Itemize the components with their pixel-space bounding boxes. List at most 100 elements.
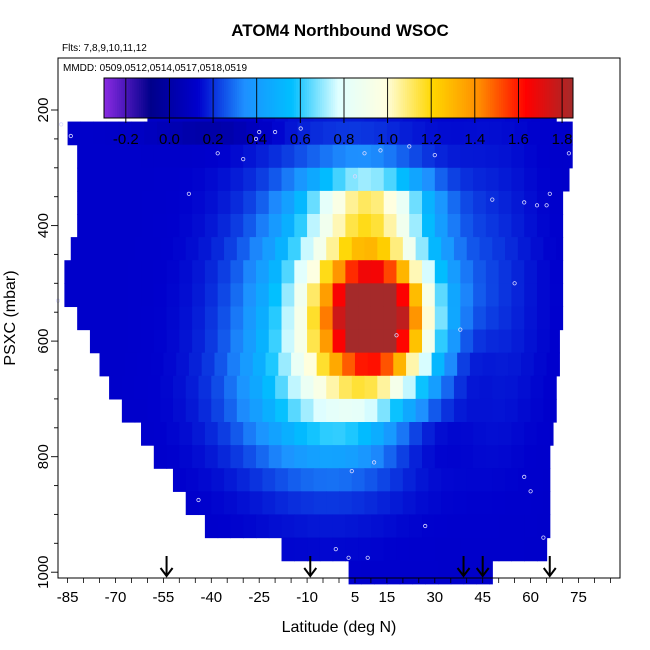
heatmap-cell — [160, 375, 174, 400]
x-tick-label: -40 — [200, 589, 222, 606]
heatmap-cell — [192, 306, 206, 331]
heatmap-cell — [294, 306, 308, 331]
heatmap-cell — [319, 514, 334, 539]
heatmap-cell — [505, 398, 519, 423]
heatmap-cell — [460, 167, 474, 192]
heatmap-cell — [422, 167, 436, 192]
heatmap-cell — [156, 121, 171, 146]
heatmap-cell — [409, 422, 423, 446]
heatmap-cell — [339, 468, 353, 492]
heatmap-cell — [549, 144, 564, 169]
heatmap-cell — [383, 445, 398, 469]
heatmap-cell — [287, 468, 302, 492]
colorbar-segment — [439, 78, 443, 118]
heatmap-cell — [549, 190, 564, 215]
heatmap-cell — [422, 283, 436, 308]
heatmap-cell — [422, 144, 436, 169]
colorbar-segment — [204, 78, 208, 118]
heatmap-cell — [281, 190, 295, 215]
heatmap-cell — [345, 144, 359, 169]
observation-point — [215, 151, 220, 156]
heatmap-cell — [428, 375, 442, 400]
heatmap-cell — [240, 352, 254, 377]
heatmap-cell — [89, 167, 104, 192]
x-tick-label: 75 — [570, 589, 587, 606]
heatmap-cell — [485, 514, 500, 539]
colorbar-segment — [333, 78, 336, 118]
colorbar-segment — [405, 78, 408, 118]
heatmap-cell — [383, 167, 398, 192]
heatmap-cell — [121, 375, 136, 400]
observation-point — [490, 197, 495, 202]
heatmap-cell — [524, 445, 538, 469]
heatmap-cell — [422, 190, 436, 215]
heatmap-cell — [358, 167, 372, 192]
heatmap-cell — [409, 329, 423, 354]
colorbar-segment — [448, 78, 452, 118]
colorbar-segment — [171, 78, 175, 118]
heatmap-cell — [294, 329, 308, 354]
heatmap-cell — [485, 190, 500, 215]
heatmap-cell — [252, 352, 267, 377]
heatmap-cell — [227, 352, 241, 377]
heatmap-cell — [476, 121, 490, 146]
colorbar-segment — [372, 78, 375, 118]
heatmap-cell — [275, 468, 289, 492]
x-tick-label: -70 — [105, 589, 127, 606]
heatmap-cell — [549, 306, 564, 331]
heatmap-cell — [530, 237, 544, 261]
heatmap-cell — [179, 214, 193, 238]
heatmap-cell — [300, 398, 315, 423]
heatmap-cell — [473, 329, 487, 354]
heatmap-cell — [204, 445, 219, 469]
colorbar-segment — [104, 78, 107, 118]
heatmap-cell — [192, 190, 206, 215]
heatmap-cell — [453, 491, 468, 516]
heatmap-cell — [115, 260, 129, 284]
heatmap-cell — [208, 121, 222, 146]
heatmap-cell — [128, 214, 142, 238]
heatmap-cell — [192, 214, 206, 238]
heatmap-cell — [428, 491, 442, 516]
heatmap-cell — [374, 560, 388, 585]
heatmap-cell — [428, 398, 442, 423]
heatmap-cell — [198, 237, 212, 261]
colorbar-segment — [219, 78, 223, 118]
heatmap-cell — [99, 352, 113, 377]
colorbar-segment — [391, 78, 395, 118]
heatmap-cell — [307, 283, 321, 308]
heatmap-cell — [364, 237, 378, 261]
heatmap-cell — [415, 491, 430, 516]
heatmap-cell — [307, 214, 321, 238]
heatmap-cell — [163, 352, 177, 377]
observation-point — [333, 546, 338, 552]
heatmap-cell — [307, 144, 321, 169]
colorbar-segment — [564, 78, 567, 118]
heatmap-cell — [524, 306, 538, 331]
heatmap-cell — [281, 329, 295, 354]
heatmap-cell — [77, 306, 91, 331]
heatmap-cell — [243, 283, 257, 308]
heatmap-cell — [402, 237, 417, 261]
colorbar-segment — [213, 78, 216, 118]
heatmap-cell — [211, 491, 225, 516]
heatmap-cell — [505, 237, 519, 261]
heatmap-cell — [498, 214, 513, 238]
colorbar-segment — [300, 78, 304, 118]
heatmap-cell — [511, 329, 525, 354]
heatmap-cell — [377, 468, 391, 492]
heatmap-cell — [434, 260, 449, 284]
colorbar-segment — [350, 78, 354, 118]
colorbar-segment — [551, 78, 554, 118]
colorbar-segment — [167, 78, 170, 118]
heatmap-cell — [141, 144, 155, 169]
colorbar-segment — [136, 78, 140, 118]
heatmap-cell — [281, 537, 295, 562]
heatmap-cell — [307, 167, 321, 192]
heatmap-cell — [112, 352, 126, 377]
heatmap-cell — [153, 260, 168, 284]
colorbar-segment — [352, 78, 356, 118]
heatmap-cell — [339, 375, 353, 400]
heatmap-cell — [536, 514, 551, 539]
heatmap-cell — [396, 190, 410, 215]
